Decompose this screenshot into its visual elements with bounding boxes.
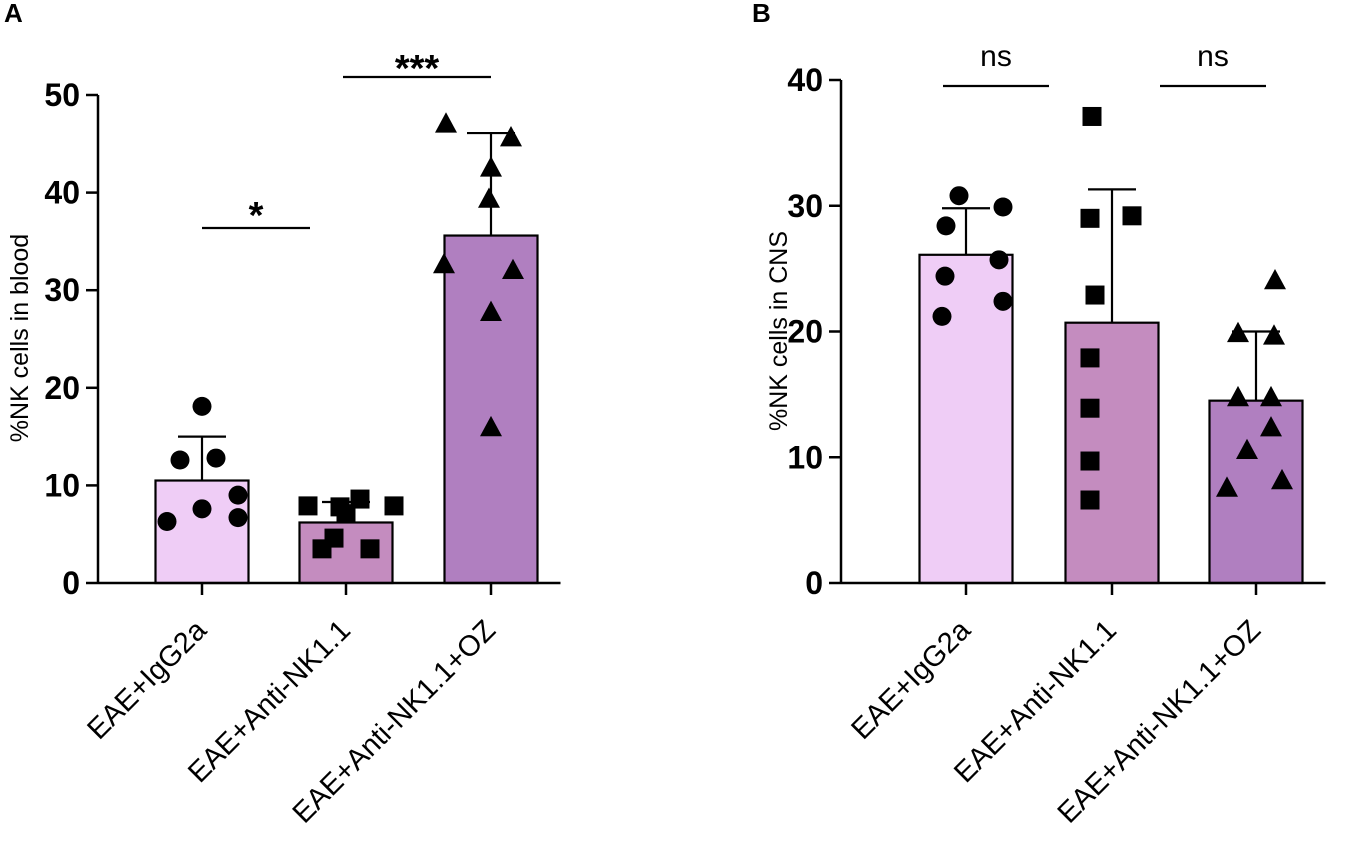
panel-a-point-2-1 (298, 496, 318, 516)
panel-b-point-2-7 (1080, 451, 1100, 471)
panel-b-significance: ns ns (943, 40, 1266, 88)
panel-b-point-1-1 (949, 186, 969, 206)
panel-b-point-2-4 (1085, 285, 1105, 305)
panel-b-letter: B (752, 0, 771, 28)
panel-b-point-1-4 (989, 250, 1009, 270)
panel-a-y-tick-label-40: 40 (44, 175, 80, 211)
panel-a-point-3-7 (480, 300, 502, 322)
panel-a-letter: A (4, 0, 23, 28)
panel-b-point-2-3 (1080, 208, 1100, 228)
panel-b-point-1-7 (932, 306, 952, 326)
panel-a-point-1-6 (228, 508, 248, 528)
panel-b-bar-1 (918, 253, 1014, 585)
panel-b-point-1-5 (935, 266, 955, 286)
panel-a-y-tick-label-10: 10 (44, 467, 80, 503)
panel-a-point-2-4 (384, 496, 404, 516)
panel-b-point-3-3 (1263, 324, 1285, 345)
panel-b-significance-label-2: ns (1197, 40, 1229, 73)
panel-b-y-tick-label-30: 30 (787, 188, 823, 224)
panel-b-point-1-3 (936, 216, 956, 236)
panel-b-point-3-2 (1227, 321, 1249, 343)
panel-a-bars (154, 234, 539, 585)
panel-a-point-2-8 (360, 539, 380, 559)
panel-b-point-3-6 (1260, 416, 1282, 437)
panel-a-y-tick-label-50: 50 (44, 77, 80, 113)
panel-b-bar-2 (1064, 321, 1160, 585)
panel-b-point-2-2 (1122, 206, 1142, 226)
panel-a-point-3-6 (502, 258, 524, 280)
panel-b-point-2-8 (1080, 490, 1100, 510)
panel-b-point-3-9 (1216, 476, 1238, 497)
panel-a-bar-3 (443, 234, 539, 585)
panel-b: B %NK cells in CNS 0 10 20 30 40 ns ns EAE+Ig… (752, 0, 1326, 830)
panel-b-point-2-6 (1080, 398, 1100, 418)
panel-a-point-1-1 (192, 396, 212, 416)
panel-a-y-tick-label-20: 20 (44, 370, 80, 406)
panel-a-point-3-5 (433, 252, 455, 274)
panel-b-point-3-4 (1260, 385, 1282, 407)
panel-a-point-3-8 (480, 415, 502, 437)
panel-b-axes: 0 10 20 30 40 (787, 62, 1326, 601)
panel-b-point-2-1 (1082, 106, 1102, 126)
panel-a-y-tick-label-30: 30 (44, 272, 80, 308)
panel-b-point-3-5 (1227, 385, 1249, 407)
panel-a-significance-label-1: * (249, 195, 264, 237)
panel-b-significance-label-1: ns (980, 40, 1012, 73)
panel-b-data-points (932, 106, 1293, 510)
panel-a-y-tick-label-0: 0 (62, 565, 80, 601)
panel-a-point-1-5 (192, 499, 212, 519)
panel-b-point-1-6 (993, 291, 1013, 311)
panel-a-category-label-1: EAE+IgG2a (81, 614, 213, 746)
panel-a-point-1-7 (157, 512, 177, 532)
panel-b-y-tick-label-10: 10 (787, 439, 823, 475)
panel-a-point-3-1 (435, 112, 457, 133)
panel-b-y-tick-label-40: 40 (787, 62, 823, 98)
panel-a-point-2-3 (350, 489, 370, 509)
panel-b-point-3-8 (1271, 468, 1293, 490)
panel-a-y-axis-label: %NK cells in blood (6, 234, 34, 442)
panel-b-y-axis-label: %NK cells in CNS (765, 231, 793, 431)
panel-a-point-3-4 (478, 187, 500, 208)
panel-a-point-1-3 (206, 448, 226, 468)
panel-b-point-2-5 (1080, 348, 1100, 368)
panel-a-point-2-5 (336, 504, 356, 524)
panel-a-significance-label-2: *** (395, 48, 440, 90)
panel-a-axes: 0 10 20 30 40 50 (44, 77, 561, 601)
panel-a-point-1-4 (228, 485, 248, 505)
panel-b-category-label-1: EAE+IgG2a (845, 614, 977, 746)
panel-a-data-points (157, 112, 524, 559)
panel-b-point-3-7 (1236, 438, 1258, 460)
panel-a-significance: **** (202, 48, 491, 237)
panel-b-y-tick-label-20: 20 (787, 314, 823, 350)
panel-a-point-2-7 (312, 539, 332, 559)
panel-a-point-1-2 (170, 450, 190, 470)
panel-b-point-1-2 (993, 197, 1013, 217)
panel-b-point-3-1 (1264, 268, 1286, 290)
panel-b-y-tick-label-0: 0 (805, 565, 823, 601)
panel-a-point-3-2 (500, 125, 522, 147)
panel-a-point-3-3 (480, 156, 502, 177)
